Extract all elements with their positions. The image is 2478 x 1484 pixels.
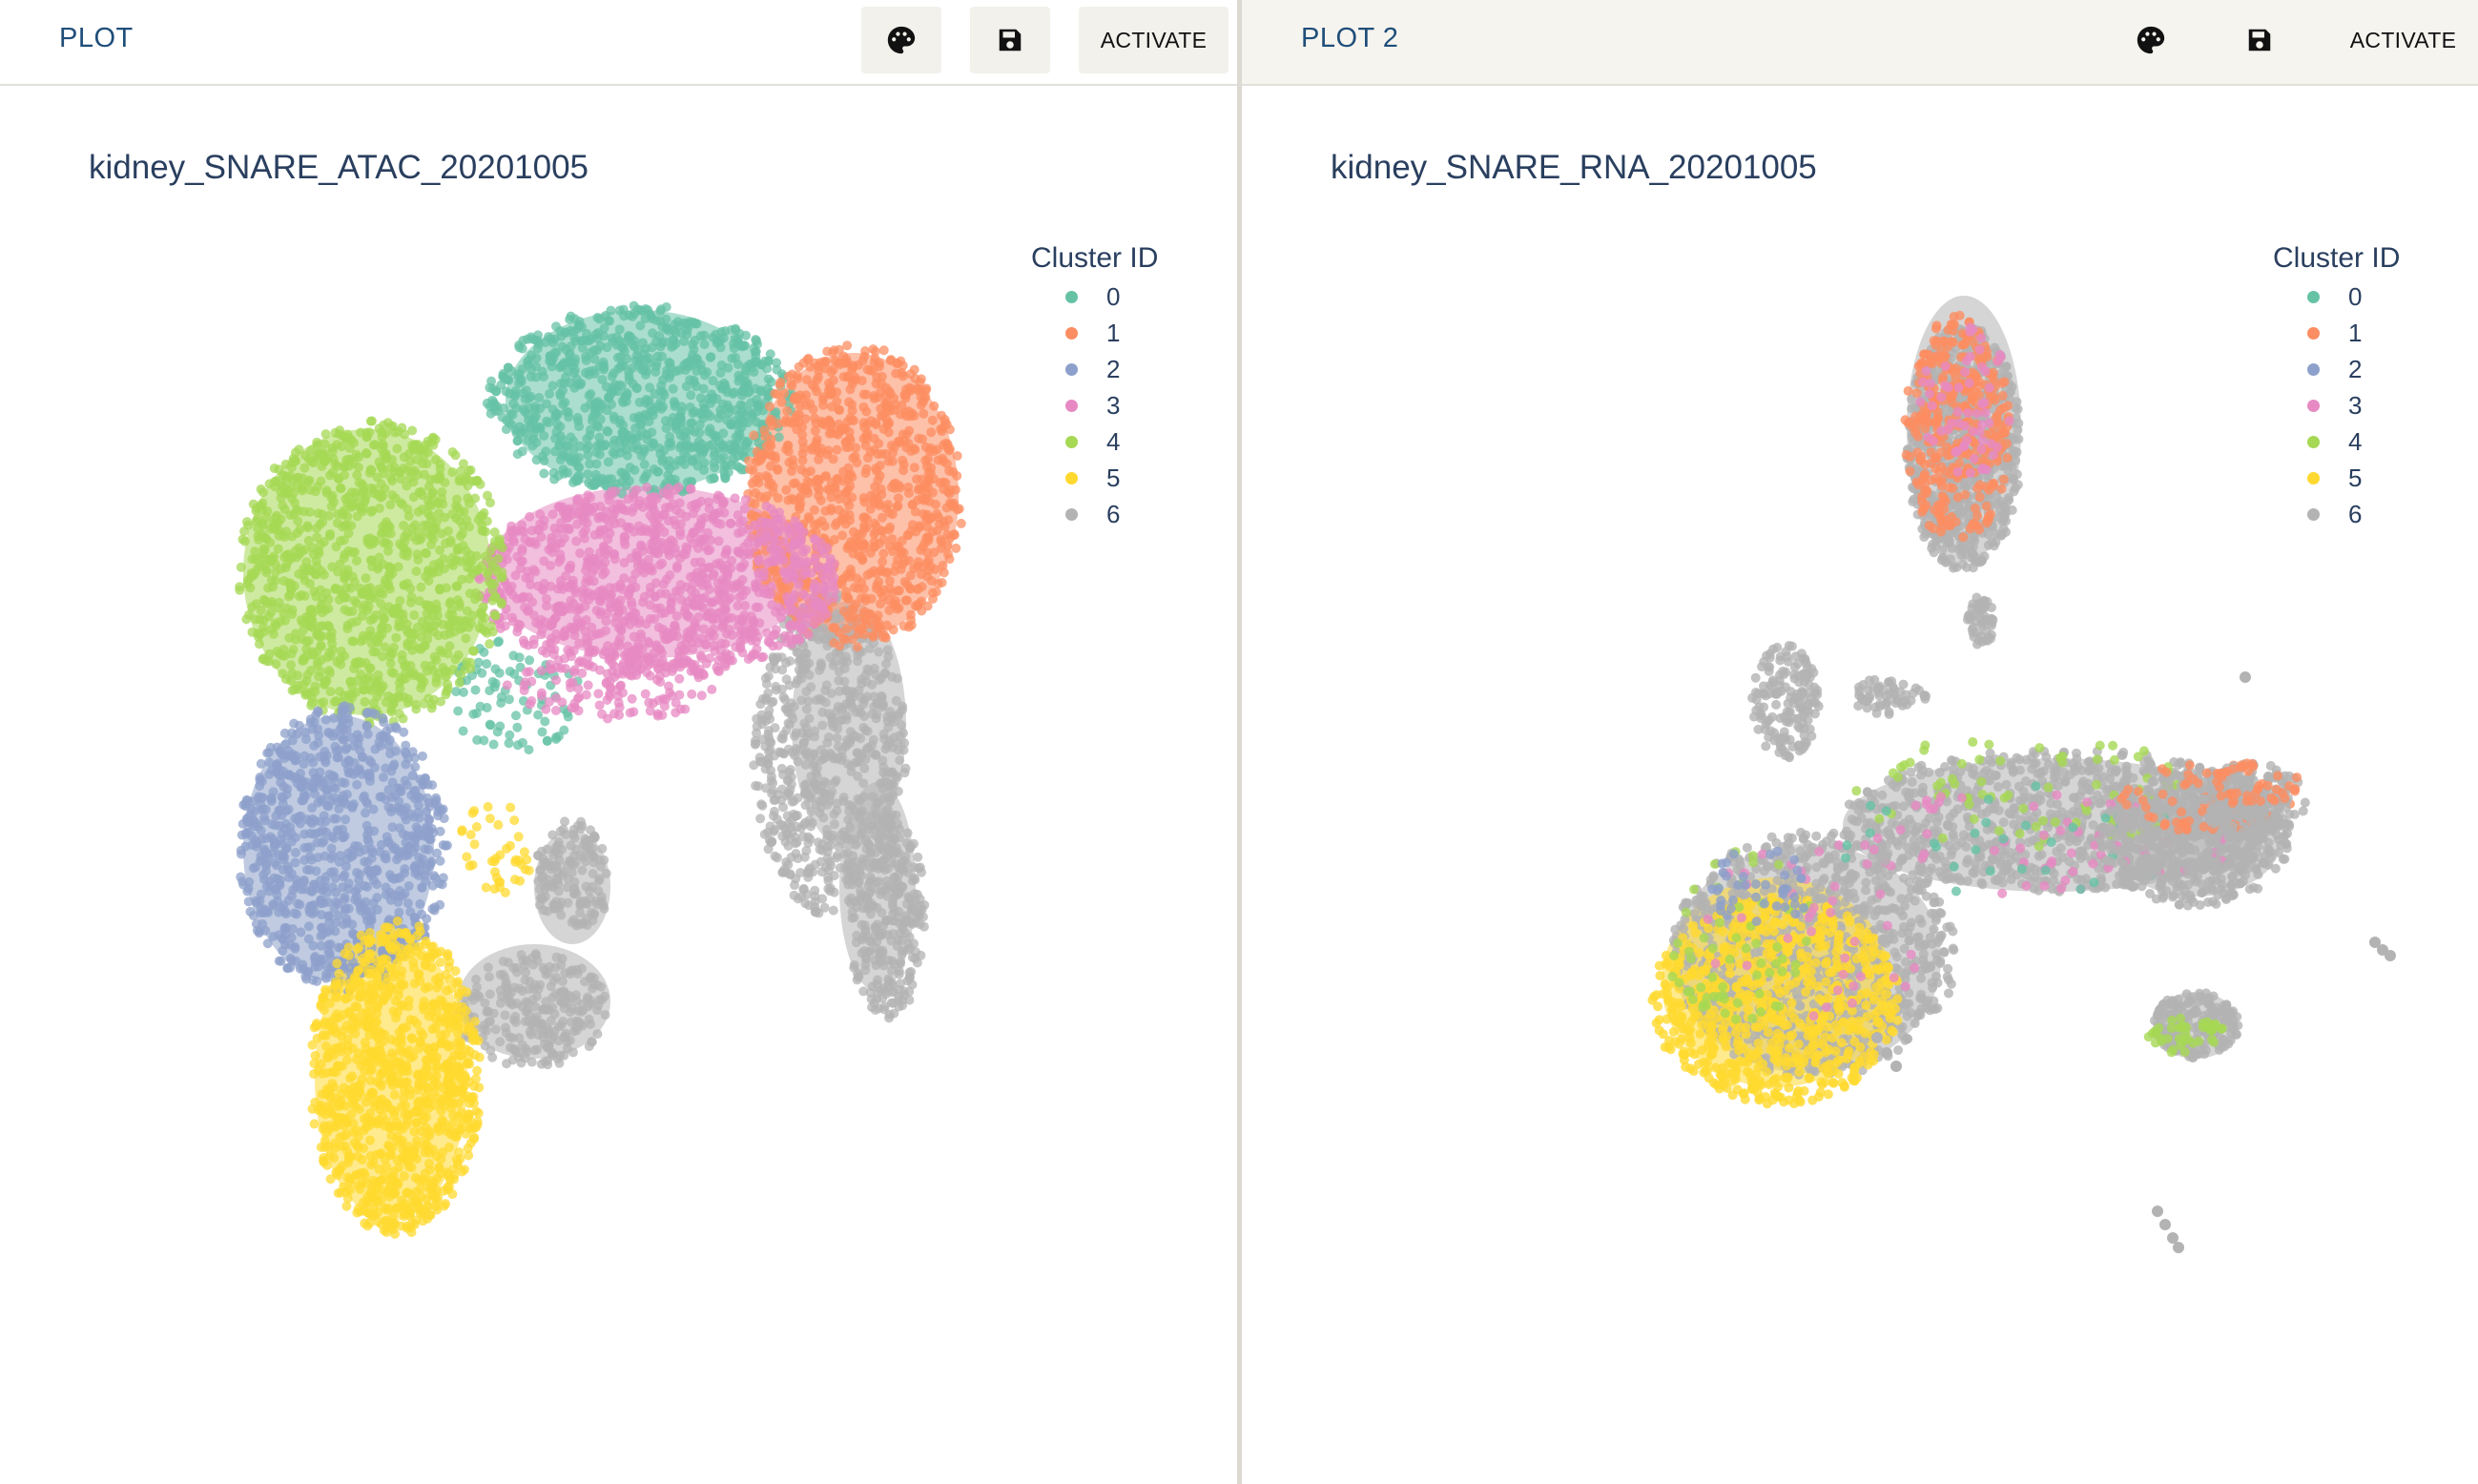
legend-marker bbox=[2307, 507, 2320, 521]
cluster-point bbox=[1890, 1061, 1902, 1072]
cluster-point bbox=[2240, 671, 2251, 683]
panel-title: PLOT bbox=[59, 23, 134, 53]
legend-item[interactable]: 4 bbox=[2273, 423, 2464, 460]
legend: Cluster ID 0 1 2 3 4 5 6 bbox=[2273, 242, 2464, 532]
legend-title: Cluster ID bbox=[2273, 242, 2401, 274]
legend-marker bbox=[2307, 435, 2320, 448]
legend-item[interactable]: 5 bbox=[2273, 460, 2464, 496]
legend-label: 6 bbox=[1106, 499, 1121, 528]
activate-button[interactable]: ACTIVATE bbox=[2349, 27, 2457, 52]
cluster-points bbox=[1707, 846, 1808, 927]
cluster-points bbox=[845, 807, 930, 1023]
cluster-point bbox=[2159, 1219, 2171, 1230]
save-button[interactable] bbox=[970, 7, 1050, 73]
legend-item[interactable]: 3 bbox=[2273, 387, 2464, 423]
legend-marker bbox=[2307, 471, 2320, 484]
legend-marker bbox=[1065, 471, 1078, 484]
cluster-points bbox=[532, 816, 611, 931]
legend-marker bbox=[2307, 362, 2320, 376]
legend-item[interactable]: 2 bbox=[1031, 351, 1222, 387]
legend-label: 1 bbox=[1106, 318, 1121, 347]
cluster-points bbox=[1963, 592, 1998, 649]
legend-title: Cluster ID bbox=[1031, 242, 1159, 274]
palette-button[interactable] bbox=[861, 7, 941, 73]
legend-item[interactable]: 3 bbox=[1031, 387, 1222, 423]
scatter-plot[interactable] bbox=[1242, 0, 2478, 1484]
plot-title: kidney_SNARE_RNA_20201005 bbox=[1331, 149, 1817, 186]
legend-label: 2 bbox=[1106, 354, 1121, 383]
legend-marker bbox=[1065, 399, 1078, 412]
legend-item[interactable]: 1 bbox=[1031, 315, 1222, 351]
legend-item[interactable]: 0 bbox=[1031, 278, 1222, 315]
cluster-points bbox=[1915, 322, 2014, 479]
cluster-point bbox=[2173, 1242, 2184, 1253]
legend-label: 5 bbox=[1106, 463, 1121, 492]
legend-item[interactable]: 6 bbox=[2273, 496, 2464, 532]
cluster-point bbox=[2152, 1206, 2163, 1217]
legend-marker bbox=[1065, 362, 1078, 376]
panel-header: PLOT 2 ACTIVATE bbox=[1242, 0, 2478, 86]
legend-marker bbox=[1065, 326, 1078, 340]
legend-item[interactable]: 2 bbox=[2273, 351, 2464, 387]
palette-button[interactable] bbox=[2111, 7, 2191, 73]
panel-title: PLOT 2 bbox=[1301, 23, 1399, 53]
legend-marker bbox=[2307, 326, 2320, 340]
plot-panel-2: PLOT 2 ACTIVATE kidney_SNARE_RNA_2020100… bbox=[1242, 0, 2478, 1484]
cluster-points bbox=[1853, 674, 1931, 720]
legend: Cluster ID 0 1 2 3 4 5 6 bbox=[1031, 242, 1222, 532]
panel-divider[interactable] bbox=[1237, 0, 1242, 1484]
legend-label: 0 bbox=[1106, 281, 1121, 311]
cluster-point bbox=[1871, 1032, 1883, 1043]
cluster-point bbox=[2385, 950, 2396, 961]
cluster-points bbox=[2143, 1013, 2227, 1058]
legend-item[interactable]: 0 bbox=[2273, 278, 2464, 315]
legend-label: 0 bbox=[2348, 281, 2363, 311]
cluster-point bbox=[1881, 1047, 1892, 1059]
cluster-points bbox=[2149, 988, 2243, 1063]
scatter-plot[interactable] bbox=[0, 0, 1237, 1484]
panel-header: PLOT ACTIVATE bbox=[0, 0, 1237, 86]
legend-label: 2 bbox=[2348, 354, 2363, 383]
legend-label: 6 bbox=[2348, 499, 2363, 528]
cluster-points bbox=[482, 300, 796, 499]
legend-item[interactable]: 5 bbox=[1031, 460, 1222, 496]
legend-marker bbox=[2307, 290, 2320, 303]
legend-label: 4 bbox=[1106, 426, 1121, 456]
cluster-point bbox=[2369, 937, 2381, 948]
legend-marker bbox=[1065, 435, 1078, 448]
legend-item[interactable]: 4 bbox=[1031, 423, 1222, 460]
legend-marker bbox=[1065, 507, 1078, 521]
save-icon bbox=[2248, 29, 2271, 52]
palette-icon bbox=[887, 26, 916, 54]
legend-marker bbox=[1065, 290, 1078, 303]
legend-label: 1 bbox=[2348, 318, 2363, 347]
cluster-points bbox=[307, 916, 485, 1239]
save-icon bbox=[999, 29, 1022, 52]
cluster-point bbox=[2167, 1232, 2179, 1244]
legend-item[interactable]: 1 bbox=[2273, 315, 2464, 351]
legend-label: 3 bbox=[2348, 390, 2363, 420]
legend-marker bbox=[2307, 399, 2320, 412]
cluster-points bbox=[2212, 758, 2302, 809]
cluster-points bbox=[1841, 781, 2169, 897]
plot-panel-1: PLOT ACTIVATE kidney_SNARE_ATAC_20201005… bbox=[0, 0, 1237, 1484]
save-button[interactable] bbox=[2220, 7, 2300, 73]
legend-label: 3 bbox=[1106, 390, 1121, 420]
legend-label: 5 bbox=[2348, 463, 2363, 492]
cluster-points bbox=[457, 801, 534, 897]
palette-icon bbox=[2137, 26, 2165, 54]
cluster-points bbox=[454, 949, 610, 1070]
cluster-points bbox=[1747, 641, 1824, 763]
activate-button[interactable]: ACTIVATE bbox=[1079, 7, 1229, 73]
legend-label: 4 bbox=[2348, 426, 2363, 456]
plot-title: kidney_SNARE_ATAC_20201005 bbox=[89, 149, 589, 186]
cluster-points bbox=[236, 701, 452, 997]
cluster-points bbox=[235, 416, 507, 729]
legend-item[interactable]: 6 bbox=[1031, 496, 1222, 532]
cluster-points bbox=[502, 652, 717, 724]
